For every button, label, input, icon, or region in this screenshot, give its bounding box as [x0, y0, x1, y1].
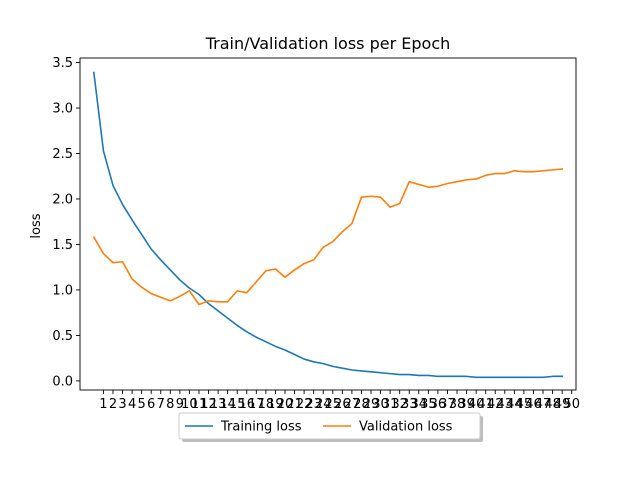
x-tick-label: 41	[477, 397, 494, 412]
x-tick-label: 47	[535, 397, 552, 412]
x-tick-label: 19	[267, 397, 284, 412]
x-tick-label: 9	[176, 397, 184, 412]
x-tick-label: 45	[516, 397, 533, 412]
x-tick-label: 34	[411, 397, 428, 412]
x-tick-label: 32	[391, 397, 408, 412]
x-tick-label: 29	[363, 397, 380, 412]
x-tick-label: 17	[248, 397, 265, 412]
x-tick-label: 42	[487, 397, 504, 412]
x-tick-label: 50	[563, 397, 580, 412]
y-tick-label: 1.0	[52, 283, 73, 298]
x-tick-label: 20	[277, 397, 294, 412]
x-tick-label: 3	[118, 397, 126, 412]
x-tick-label: 30	[372, 397, 389, 412]
x-tick-label: 8	[166, 397, 174, 412]
legend-label-validation-loss: Validation loss	[359, 420, 453, 435]
x-tick-label: 49	[554, 397, 571, 412]
x-tick-label: 4	[128, 397, 136, 412]
legend-label-training-loss: Training loss	[220, 420, 302, 435]
series-line-validation-loss	[92, 168, 564, 306]
chart-title: Train/Validation loss per Epoch	[205, 34, 451, 53]
x-tick-label: 27	[344, 397, 361, 412]
x-tick-label: 6	[147, 397, 155, 412]
plot-area: 0.00.51.01.52.02.53.03.51 2 3 4 5 6 7 8 91011121…	[52, 56, 580, 412]
legend: Training loss Validation loss	[178, 412, 483, 442]
y-axis-label: loss	[29, 213, 44, 238]
x-tick-label: 43	[497, 397, 514, 412]
x-tick-label: 40	[468, 397, 485, 412]
y-tick-label: 2.0	[52, 192, 73, 207]
series-line-training-loss	[92, 71, 563, 379]
x-tick-label: 39	[458, 397, 475, 412]
y-tick-label: 3.0	[52, 102, 73, 117]
x-tick-label: 1	[99, 397, 107, 412]
x-tick-label: 18	[258, 397, 275, 412]
x-tick-label: 28	[353, 397, 370, 412]
axes-frame	[79, 57, 577, 391]
x-tick-label: 11	[191, 397, 208, 412]
y-tick-label: 0.0	[52, 374, 73, 389]
x-tick-label: 12	[200, 397, 217, 412]
x-tick-label: 44	[506, 397, 523, 412]
x-tick-label: 33	[401, 397, 418, 412]
x-tick-label: 25	[325, 397, 342, 412]
x-tick-label: 38	[449, 397, 466, 412]
x-tick-label: 13	[210, 397, 227, 412]
x-tick-label: 14	[219, 397, 236, 412]
x-tick-label: 46	[525, 397, 542, 412]
y-tick-label: 3.5	[52, 56, 73, 71]
x-tick-label: 36	[430, 397, 447, 412]
x-tick-label: 16	[238, 397, 255, 412]
x-tick-label: 35	[420, 397, 437, 412]
x-tick-label: 23	[305, 397, 322, 412]
x-tick-label: 24	[315, 397, 332, 412]
x-tick-label: 26	[334, 397, 351, 412]
x-tick-label: 5	[138, 397, 146, 412]
x-tick-label: 22	[296, 397, 313, 412]
y-tick-label: 1.5	[52, 238, 73, 253]
x-tick-label: 31	[382, 397, 399, 412]
x-tick-label: 7	[157, 397, 165, 412]
x-tick-label: 15	[229, 397, 246, 412]
x-tick-label: 48	[544, 397, 561, 412]
x-tick-label: 21	[286, 397, 303, 412]
x-tick-label: 10	[181, 397, 198, 412]
x-tick-label: 37	[439, 397, 456, 412]
y-tick-label: 2.5	[52, 147, 73, 162]
y-tick-label: 0.5	[52, 329, 73, 344]
x-tick-label: 2	[109, 397, 117, 412]
